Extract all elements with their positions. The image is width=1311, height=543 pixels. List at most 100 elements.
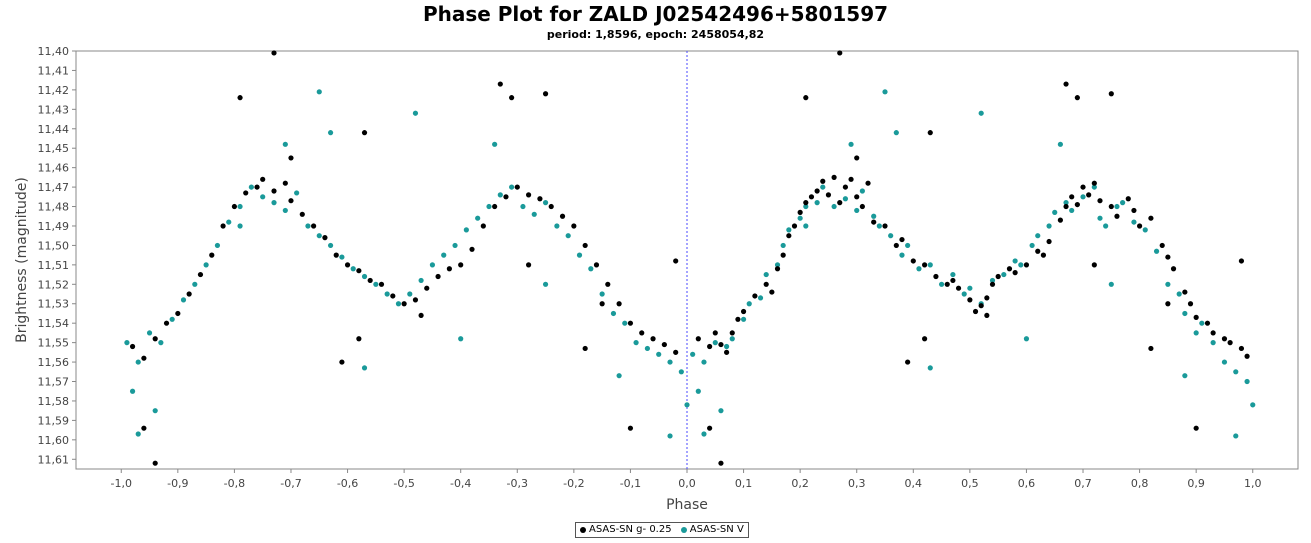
data-point-series-2: [622, 320, 628, 326]
data-point-series-2: [763, 271, 769, 278]
data-point-series-2: [1244, 378, 1250, 385]
data-point-series-1: [989, 281, 996, 287]
data-point-series-2: [667, 433, 673, 439]
data-point-series-2: [797, 215, 803, 221]
data-point-series-2: [1018, 262, 1024, 268]
data-point-series-1: [1069, 194, 1075, 200]
y-axis: 11,40 11,41 11,42 11,43 11,44 11,45 11,46 11,47…: [38, 45, 76, 466]
data-point-series-2: [350, 266, 356, 272]
data-point-series-1: [927, 130, 933, 136]
data-point-series-1: [707, 343, 713, 350]
x-tick-label: -0,9: [167, 477, 188, 490]
x-tick-label: 0,2: [791, 477, 809, 490]
data-point-series-2: [1108, 281, 1114, 287]
data-point-series-2: [316, 89, 322, 95]
data-point-series-1: [469, 246, 475, 252]
data-point-series-1: [1210, 330, 1216, 336]
data-point-series-1: [769, 289, 775, 295]
data-point-series-1: [605, 281, 611, 287]
data-point-series-2: [1233, 433, 1239, 439]
data-point-series-1: [1097, 198, 1103, 204]
data-point-series-1: [820, 178, 826, 184]
data-point-series-1: [1165, 301, 1171, 307]
x-tick-label: 0,9: [1187, 477, 1205, 490]
data-point-series-1: [842, 184, 849, 190]
data-point-series-2: [135, 359, 141, 365]
data-point-series-1: [718, 460, 724, 466]
data-point-series-2: [712, 340, 718, 346]
data-point-series-2: [978, 110, 984, 116]
data-point-series-2: [248, 184, 254, 190]
data-point-series-1: [803, 95, 809, 101]
data-point-series-2: [656, 351, 662, 357]
data-point-series-1: [763, 281, 769, 287]
data-point-series-2: [1250, 402, 1256, 408]
data-point-series-1: [339, 359, 345, 365]
data-point-series-1: [837, 200, 843, 206]
data-point-series-1: [458, 262, 464, 268]
data-point-series-2: [888, 233, 894, 239]
data-point-series-1: [1238, 345, 1245, 352]
y-tick-label: 11,60: [38, 434, 70, 447]
data-point-series-1: [282, 180, 288, 186]
x-tick-label: 0,5: [961, 477, 979, 490]
data-point-series-1: [509, 95, 515, 101]
data-point-series-2: [520, 203, 526, 210]
data-point-series-2: [271, 200, 277, 206]
data-point-series-1: [1023, 262, 1030, 268]
data-point-series-1: [1165, 254, 1171, 260]
data-point-series-2: [542, 281, 549, 287]
data-point-series-1: [361, 130, 368, 136]
data-point-series-1: [899, 236, 905, 243]
data-point-series-2: [854, 207, 860, 214]
data-point-series-2: [327, 242, 334, 249]
data-point-series-1: [639, 330, 645, 336]
data-point-series-2: [1182, 373, 1188, 379]
legend-label-series-2: ASAS-SN V: [689, 524, 744, 535]
data-point-series-1: [616, 301, 622, 307]
data-point-series-2: [610, 310, 617, 317]
y-tick-label: 11,44: [38, 123, 70, 136]
data-point-series-1: [367, 277, 373, 284]
y-tick-label: 11,52: [38, 278, 70, 291]
legend-marker-series-2: [680, 526, 687, 533]
data-point-series-1: [955, 285, 962, 291]
y-tick-label: 11,57: [38, 376, 70, 389]
data-point-series-1: [729, 330, 735, 336]
data-point-series-1: [231, 203, 238, 210]
data-point-series-1: [1131, 207, 1137, 214]
data-point-series-1: [791, 223, 798, 229]
data-point-series-1: [1012, 270, 1018, 276]
data-point-series-1: [673, 258, 679, 264]
data-point-series-2: [859, 188, 865, 194]
data-point-series-1: [582, 242, 588, 249]
data-point-series-2: [871, 213, 877, 219]
data-point-series-1: [922, 336, 928, 342]
data-point-series-2: [938, 281, 945, 287]
data-point-series-1: [865, 180, 871, 186]
data-point-series-1: [537, 196, 543, 202]
data-point-series-1: [497, 81, 503, 87]
x-tick-label: 0,6: [1018, 477, 1036, 490]
data-point-series-1: [972, 308, 979, 315]
data-point-series-2: [542, 200, 549, 206]
data-point-series-2: [180, 297, 187, 303]
data-point-series-2: [1035, 233, 1041, 239]
x-tick-label: -1,0: [111, 477, 132, 490]
data-point-series-1: [209, 252, 215, 258]
data-point-series-2: [565, 233, 571, 239]
data-point-series-2: [361, 365, 368, 371]
data-point-series-2: [554, 223, 560, 229]
data-point-series-2: [418, 277, 424, 284]
data-point-series-2: [814, 200, 820, 206]
data-point-series-1: [1035, 248, 1041, 254]
data-point-series-1: [1108, 203, 1114, 210]
data-point-series-2: [740, 316, 747, 322]
x-axis-label: Phase: [666, 497, 708, 513]
data-point-series-1: [333, 252, 339, 258]
data-point-series-1: [129, 343, 136, 350]
y-tick-label: 11,58: [38, 395, 70, 408]
data-point-series-2: [497, 192, 503, 198]
data-point-series-2: [458, 336, 464, 342]
